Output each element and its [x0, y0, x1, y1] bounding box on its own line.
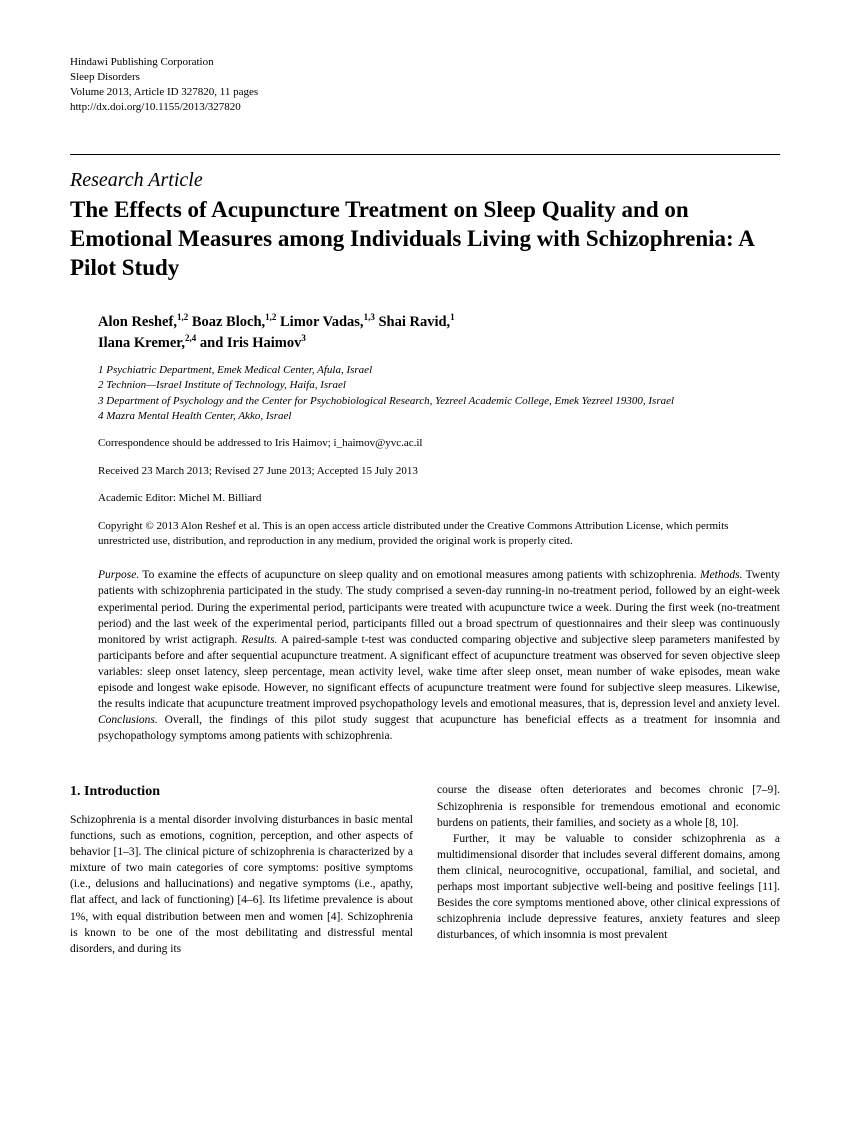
- intro-heading: 1. Introduction: [70, 782, 413, 802]
- author-6-aff: 3: [301, 333, 306, 343]
- intro-paragraph-1-continued: course the disease often deteriorates an…: [437, 782, 780, 830]
- author-1: Alon Reshef,: [98, 313, 177, 329]
- academic-editor: Academic Editor: Michel M. Billiard: [98, 491, 780, 506]
- author-5: Ilana Kremer,: [98, 335, 185, 351]
- author-4: Shai Ravid,: [378, 313, 450, 329]
- affiliation-3: 3 Department of Psychology and the Cente…: [98, 394, 780, 409]
- header-meta: Hindawi Publishing Corporation Sleep Dis…: [70, 55, 780, 114]
- author-6: and Iris Haimov: [200, 335, 302, 351]
- affiliation-4: 4 Mazra Mental Health Center, Akko, Isra…: [98, 409, 780, 424]
- abstract-purpose: To examine the effects of acupuncture on…: [139, 569, 700, 581]
- abstract-results-label: Results.: [241, 634, 277, 646]
- doi-link: http://dx.doi.org/10.1155/2013/327820: [70, 100, 780, 115]
- author-3-aff: 1,3: [364, 312, 375, 322]
- abstract-conclusions-label: Conclusions.: [98, 714, 158, 726]
- body-text-columns: 1. Introduction Schizophrenia is a menta…: [70, 782, 780, 956]
- correspondence: Correspondence should be addressed to Ir…: [98, 436, 780, 451]
- affiliation-1: 1 Psychiatric Department, Emek Medical C…: [98, 363, 780, 378]
- volume-line: Volume 2013, Article ID 327820, 11 pages: [70, 85, 780, 100]
- author-5-aff: 2,4: [185, 333, 196, 343]
- publisher: Hindawi Publishing Corporation: [70, 55, 780, 70]
- journal-name: Sleep Disorders: [70, 70, 780, 85]
- abstract: Purpose. To examine the effects of acupu…: [98, 567, 780, 744]
- author-3: Limor Vadas,: [280, 313, 364, 329]
- author-2-aff: 1,2: [265, 312, 276, 322]
- author-1-aff: 1,2: [177, 312, 188, 322]
- affiliation-2: 2 Technion—Israel Institute of Technolog…: [98, 378, 780, 393]
- copyright-notice: Copyright © 2013 Alon Reshef et al. This…: [98, 519, 780, 550]
- author-4-aff: 1: [450, 312, 455, 322]
- header-divider: [70, 154, 780, 155]
- intro-paragraph-1: Schizophrenia is a mental disorder invol…: [70, 812, 413, 957]
- authors-block: Alon Reshef,1,2 Boaz Bloch,1,2 Limor Vad…: [98, 311, 780, 745]
- column-left: 1. Introduction Schizophrenia is a menta…: [70, 782, 413, 956]
- article-title: The Effects of Acupuncture Treatment on …: [70, 196, 780, 282]
- abstract-purpose-label: Purpose.: [98, 569, 139, 581]
- abstract-conclusions: Overall, the findings of this pilot stud…: [98, 714, 780, 742]
- affiliations: 1 Psychiatric Department, Emek Medical C…: [98, 363, 780, 425]
- article-dates: Received 23 March 2013; Revised 27 June …: [98, 464, 780, 479]
- authors-list: Alon Reshef,1,2 Boaz Bloch,1,2 Limor Vad…: [98, 311, 780, 353]
- author-2: Boaz Bloch,: [192, 313, 265, 329]
- intro-paragraph-2: Further, it may be valuable to consider …: [437, 831, 780, 944]
- article-type: Research Article: [70, 169, 780, 192]
- column-right: course the disease often deteriorates an…: [437, 782, 780, 956]
- abstract-methods-label: Methods.: [700, 569, 742, 581]
